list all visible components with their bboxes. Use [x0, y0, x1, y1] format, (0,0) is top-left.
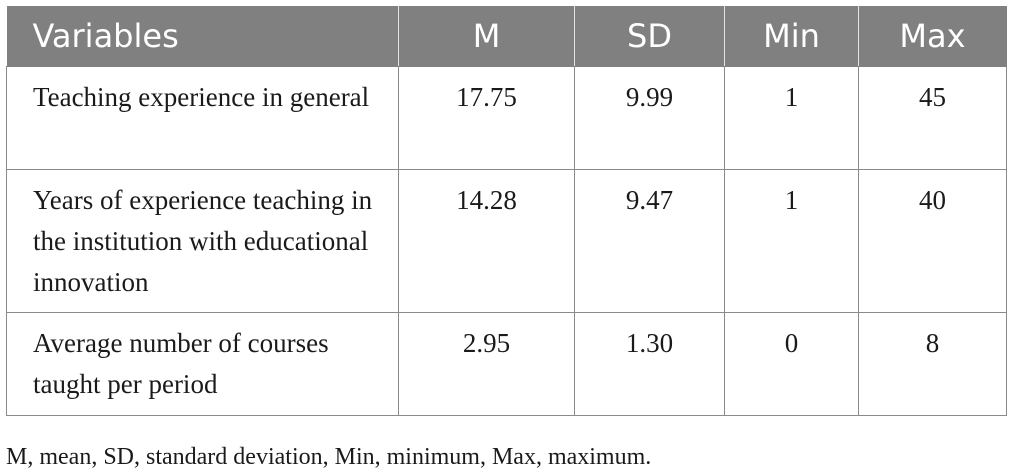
table-row: Average number of courses taught per per… — [6, 312, 1007, 416]
cell-mean: 14.28 — [398, 169, 575, 313]
table-row: Years of experience teaching in the inst… — [6, 169, 1007, 313]
header-variables: Variables — [6, 6, 399, 67]
table-header: Variables M SD Min Max — [6, 6, 1007, 67]
table-body: Teaching experience in general 17.75 9.9… — [6, 66, 1007, 416]
descriptive-statistics-table: Variables M SD Min Max Teaching experien… — [6, 6, 1007, 416]
cell-mean: 17.75 — [398, 66, 575, 170]
descriptive-statistics-table-wrapper: Variables M SD Min Max Teaching experien… — [6, 6, 1007, 416]
header-row: Variables M SD Min Max — [6, 6, 1007, 67]
cell-sd: 1.30 — [574, 312, 725, 416]
table-row: Teaching experience in general 17.75 9.9… — [6, 66, 1007, 170]
cell-min: 0 — [724, 312, 859, 416]
cell-mean: 2.95 — [398, 312, 575, 416]
cell-variable: Teaching experience in general — [6, 66, 399, 170]
cell-max: 8 — [858, 312, 1007, 416]
cell-variable: Average number of courses taught per per… — [6, 312, 399, 416]
table-footnote: M, mean, SD, standard deviation, Min, mi… — [6, 444, 652, 470]
cell-max: 40 — [858, 169, 1007, 313]
cell-max: 45 — [858, 66, 1007, 170]
header-min: Min — [724, 6, 859, 67]
header-max: Max — [858, 6, 1007, 67]
cell-min: 1 — [724, 169, 859, 313]
header-sd: SD — [574, 6, 725, 67]
header-mean: M — [398, 6, 575, 67]
cell-sd: 9.47 — [574, 169, 725, 313]
cell-variable: Years of experience teaching in the inst… — [6, 169, 399, 313]
cell-min: 1 — [724, 66, 859, 170]
cell-sd: 9.99 — [574, 66, 725, 170]
